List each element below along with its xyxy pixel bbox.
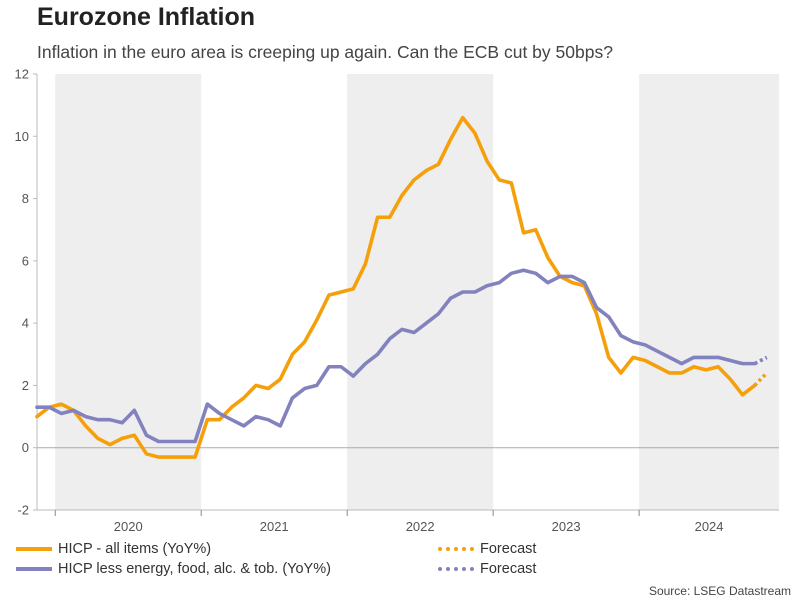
hicp-line (35, 115, 757, 459)
y-tick-label: 2 (22, 378, 29, 393)
legend-label-core-forecast: Forecast (480, 561, 537, 577)
chart-subtitle: Inflation in the euro area is creeping u… (37, 42, 613, 62)
year-band-2020 (55, 74, 202, 510)
legend-swatch-hicp-forecast (438, 547, 474, 551)
x-tick-label: 2024 (695, 519, 724, 534)
legend-item-hicp-forecast: Forecast (438, 541, 536, 557)
legend-item-core: HICP less energy, food, alc. & tob. (YoY… (16, 561, 331, 577)
core-forecast-line (753, 355, 768, 366)
legend-label-hicp-forecast: Forecast (480, 541, 537, 557)
legend-item-hicp: HICP - all items (YoY%) (16, 541, 211, 557)
core-line (35, 268, 757, 444)
y-tick-label: 6 (22, 253, 29, 268)
legend-label-core: HICP less energy, food, alc. & tob. (YoY… (58, 561, 331, 577)
hicp-forecast-line (753, 371, 769, 387)
legend-swatch-hicp (16, 547, 52, 551)
legend-swatch-core-forecast (438, 567, 474, 571)
year-band-2024 (639, 74, 779, 510)
source-note: Source: LSEG Datastream (648, 584, 791, 598)
y-tick-label: 0 (22, 440, 29, 455)
y-tick-label: 12 (15, 67, 29, 82)
x-tick-label: 2021 (260, 519, 289, 534)
year-shading-bands (55, 74, 779, 510)
x-tick-label: 2023 (552, 519, 581, 534)
y-tick-label: 10 (15, 129, 29, 144)
chart-series (35, 115, 769, 459)
y-tick-label: 8 (22, 191, 29, 206)
y-tick-label: -2 (17, 503, 29, 518)
chart-title: Eurozone Inflation (37, 3, 256, 31)
chart-axes: -2 0 2 4 6 8 10 12 2020 2021 2022 2023 2024 (15, 67, 779, 534)
x-tick-label: 2022 (406, 519, 435, 534)
legend-item-core-forecast: Forecast (438, 561, 536, 577)
y-tick-label: 4 (22, 316, 29, 331)
legend-label-hicp: HICP - all items (YoY%) (58, 541, 212, 557)
x-tick-label: 2020 (114, 519, 143, 534)
legend-swatch-core (16, 567, 52, 571)
